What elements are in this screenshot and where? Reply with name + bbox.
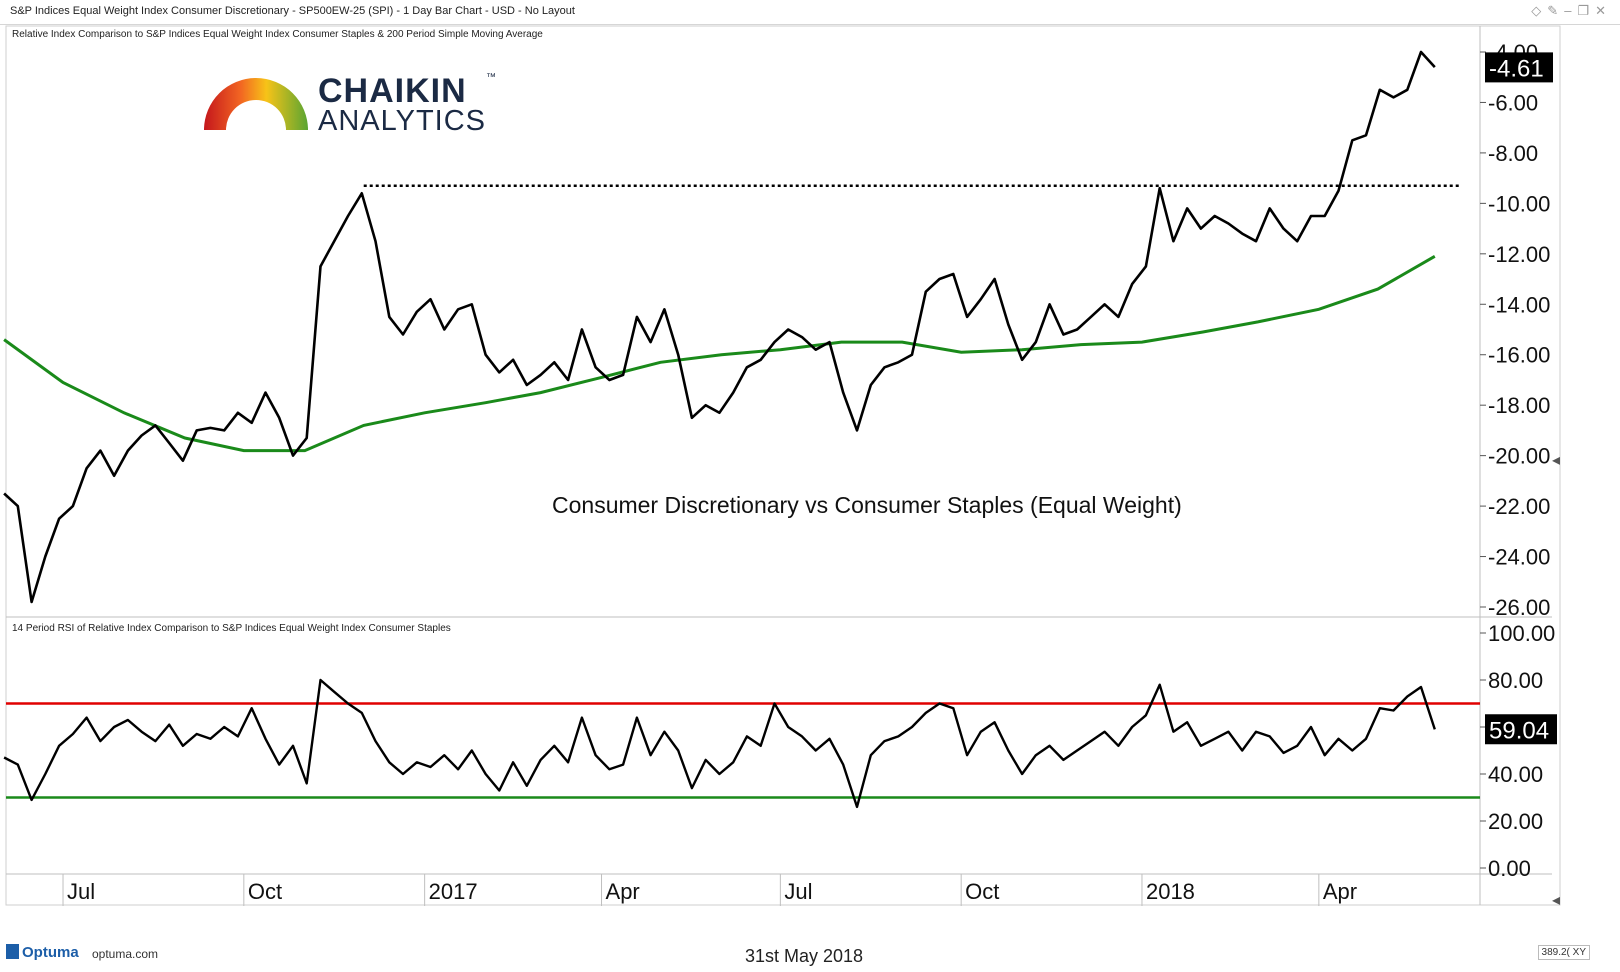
close-icon[interactable]: ✕ bbox=[1595, 3, 1612, 18]
zoom-readout[interactable]: 389.2( XY bbox=[1537, 945, 1590, 960]
restore-icon[interactable]: ❐ bbox=[1577, 3, 1596, 18]
price-y-tick-label: -22.00 bbox=[1488, 494, 1550, 519]
rsi-last-value-label: 59.04 bbox=[1489, 717, 1549, 744]
price-panel-subtitle: Relative Index Comparison to S&P Indices… bbox=[12, 29, 543, 40]
x-tick-label: 2017 bbox=[429, 879, 478, 904]
x-tick-label: Jul bbox=[784, 879, 812, 904]
chaikin-logo: CHAIKIN ™ ANALYTICS bbox=[200, 70, 520, 140]
x-tick-label: Apr bbox=[1323, 879, 1357, 904]
price-last-value-label: -4.61 bbox=[1489, 55, 1544, 82]
price-y-tick-label: -6.00 bbox=[1488, 90, 1538, 115]
collapse-arrow-icon[interactable]: ◂ bbox=[1552, 450, 1560, 469]
x-tick-label: Jul bbox=[67, 879, 95, 904]
optuma-url[interactable]: optuma.com bbox=[92, 947, 159, 961]
price-y-tick-label: -18.00 bbox=[1488, 393, 1550, 418]
window-titlebar: S&P Indices Equal Weight Index Consumer … bbox=[0, 0, 1620, 25]
rsi-y-tick-label: 100.00 bbox=[1488, 621, 1555, 646]
pin-icon[interactable]: ✎ bbox=[1547, 3, 1565, 18]
minimize-icon[interactable]: – bbox=[1564, 3, 1578, 18]
trademark: ™ bbox=[486, 72, 496, 83]
window-controls[interactable]: ◇✎–❐✕ bbox=[1531, 3, 1612, 19]
x-tick-label: Oct bbox=[965, 879, 999, 904]
rsi-y-tick-label: 0.00 bbox=[1488, 856, 1531, 881]
rsi-y-tick-label: 80.00 bbox=[1488, 668, 1543, 693]
rsi-y-tick-label: 20.00 bbox=[1488, 809, 1543, 834]
rsi-panel-subtitle: 14 Period RSI of Relative Index Comparis… bbox=[12, 623, 451, 634]
collapse-arrow-icon[interactable]: ◂ bbox=[1552, 890, 1560, 909]
price-last-value-tag bbox=[1485, 52, 1553, 83]
footer: Optuma optuma.com 31st May 2018 389.2( X… bbox=[0, 940, 1620, 972]
price-y-tick-label: -12.00 bbox=[1488, 242, 1550, 267]
price-y-tick-label: -10.00 bbox=[1488, 191, 1550, 216]
relative-line bbox=[3, 50, 1436, 604]
rsi-y-tick-label: 40.00 bbox=[1488, 762, 1543, 787]
chart-svg: -4.00-6.00-8.00-10.00-12.00-14.00-16.00-… bbox=[3, 25, 1561, 909]
x-tick-label: 2018 bbox=[1146, 879, 1195, 904]
price-y-tick-label: -20.00 bbox=[1488, 444, 1550, 469]
xy-toggle[interactable]: XY bbox=[1572, 947, 1586, 958]
price-y-tick-label: -8.00 bbox=[1488, 141, 1538, 166]
gauge-icon bbox=[204, 78, 308, 130]
optuma-icon bbox=[6, 944, 19, 959]
x-tick-label: Apr bbox=[606, 879, 640, 904]
price-y-tick-label: -14.00 bbox=[1488, 292, 1550, 317]
price-y-tick-label: -24.00 bbox=[1488, 545, 1550, 570]
diamond-icon[interactable]: ◇ bbox=[1531, 3, 1548, 18]
rsi-last-value-tag bbox=[1485, 714, 1557, 745]
cursor-date: 31st May 2018 bbox=[745, 946, 864, 966]
zoom-value: 389.2( bbox=[1541, 947, 1570, 958]
brand-sub: ANALYTICS bbox=[318, 105, 487, 137]
price-y-tick-label: -16.00 bbox=[1488, 343, 1550, 368]
optuma-brand: Optuma bbox=[22, 944, 79, 961]
x-tick-label: Oct bbox=[248, 879, 282, 904]
window-title: S&P Indices Equal Weight Index Consumer … bbox=[10, 5, 575, 17]
price-y-tick-label: -26.00 bbox=[1488, 595, 1550, 620]
chart-annotation: Consumer Discretionary vs Consumer Stapl… bbox=[552, 492, 1182, 518]
optuma-logo: Optuma bbox=[6, 944, 79, 961]
sma200-line bbox=[3, 254, 1436, 453]
brand-main: CHAIKIN bbox=[318, 72, 467, 110]
rsi-line bbox=[3, 678, 1436, 809]
chart-frame bbox=[5, 25, 1561, 906]
